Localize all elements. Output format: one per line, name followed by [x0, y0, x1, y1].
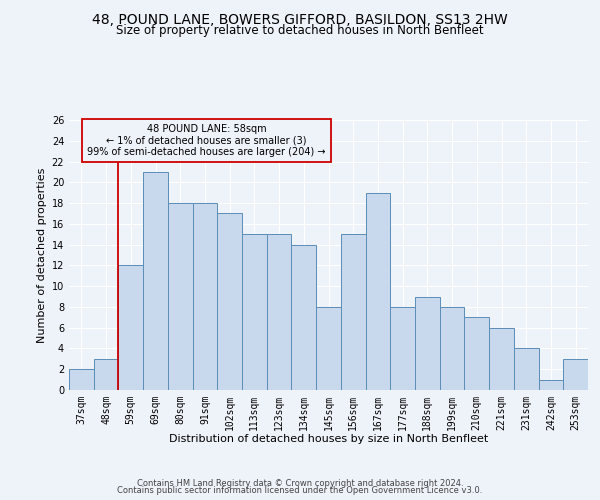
Y-axis label: Number of detached properties: Number of detached properties — [37, 168, 47, 342]
Bar — [563, 359, 588, 390]
X-axis label: Distribution of detached houses by size in North Benfleet: Distribution of detached houses by size … — [169, 434, 488, 444]
Bar — [464, 318, 489, 390]
Bar — [193, 203, 217, 390]
Bar — [489, 328, 514, 390]
Bar — [539, 380, 563, 390]
Bar — [69, 369, 94, 390]
Bar — [316, 307, 341, 390]
Bar — [94, 359, 118, 390]
Bar — [242, 234, 267, 390]
Bar — [365, 192, 390, 390]
Bar — [168, 203, 193, 390]
Bar — [217, 214, 242, 390]
Bar — [143, 172, 168, 390]
Bar — [390, 307, 415, 390]
Text: Size of property relative to detached houses in North Benfleet: Size of property relative to detached ho… — [116, 24, 484, 37]
Bar — [292, 244, 316, 390]
Bar — [341, 234, 365, 390]
Bar — [440, 307, 464, 390]
Text: Contains public sector information licensed under the Open Government Licence v3: Contains public sector information licen… — [118, 486, 482, 495]
Bar — [267, 234, 292, 390]
Bar — [415, 296, 440, 390]
Bar — [514, 348, 539, 390]
Text: 48, POUND LANE, BOWERS GIFFORD, BASILDON, SS13 2HW: 48, POUND LANE, BOWERS GIFFORD, BASILDON… — [92, 12, 508, 26]
Bar — [118, 266, 143, 390]
Text: 48 POUND LANE: 58sqm
← 1% of detached houses are smaller (3)
99% of semi-detache: 48 POUND LANE: 58sqm ← 1% of detached ho… — [87, 124, 326, 157]
Text: Contains HM Land Registry data © Crown copyright and database right 2024.: Contains HM Land Registry data © Crown c… — [137, 478, 463, 488]
